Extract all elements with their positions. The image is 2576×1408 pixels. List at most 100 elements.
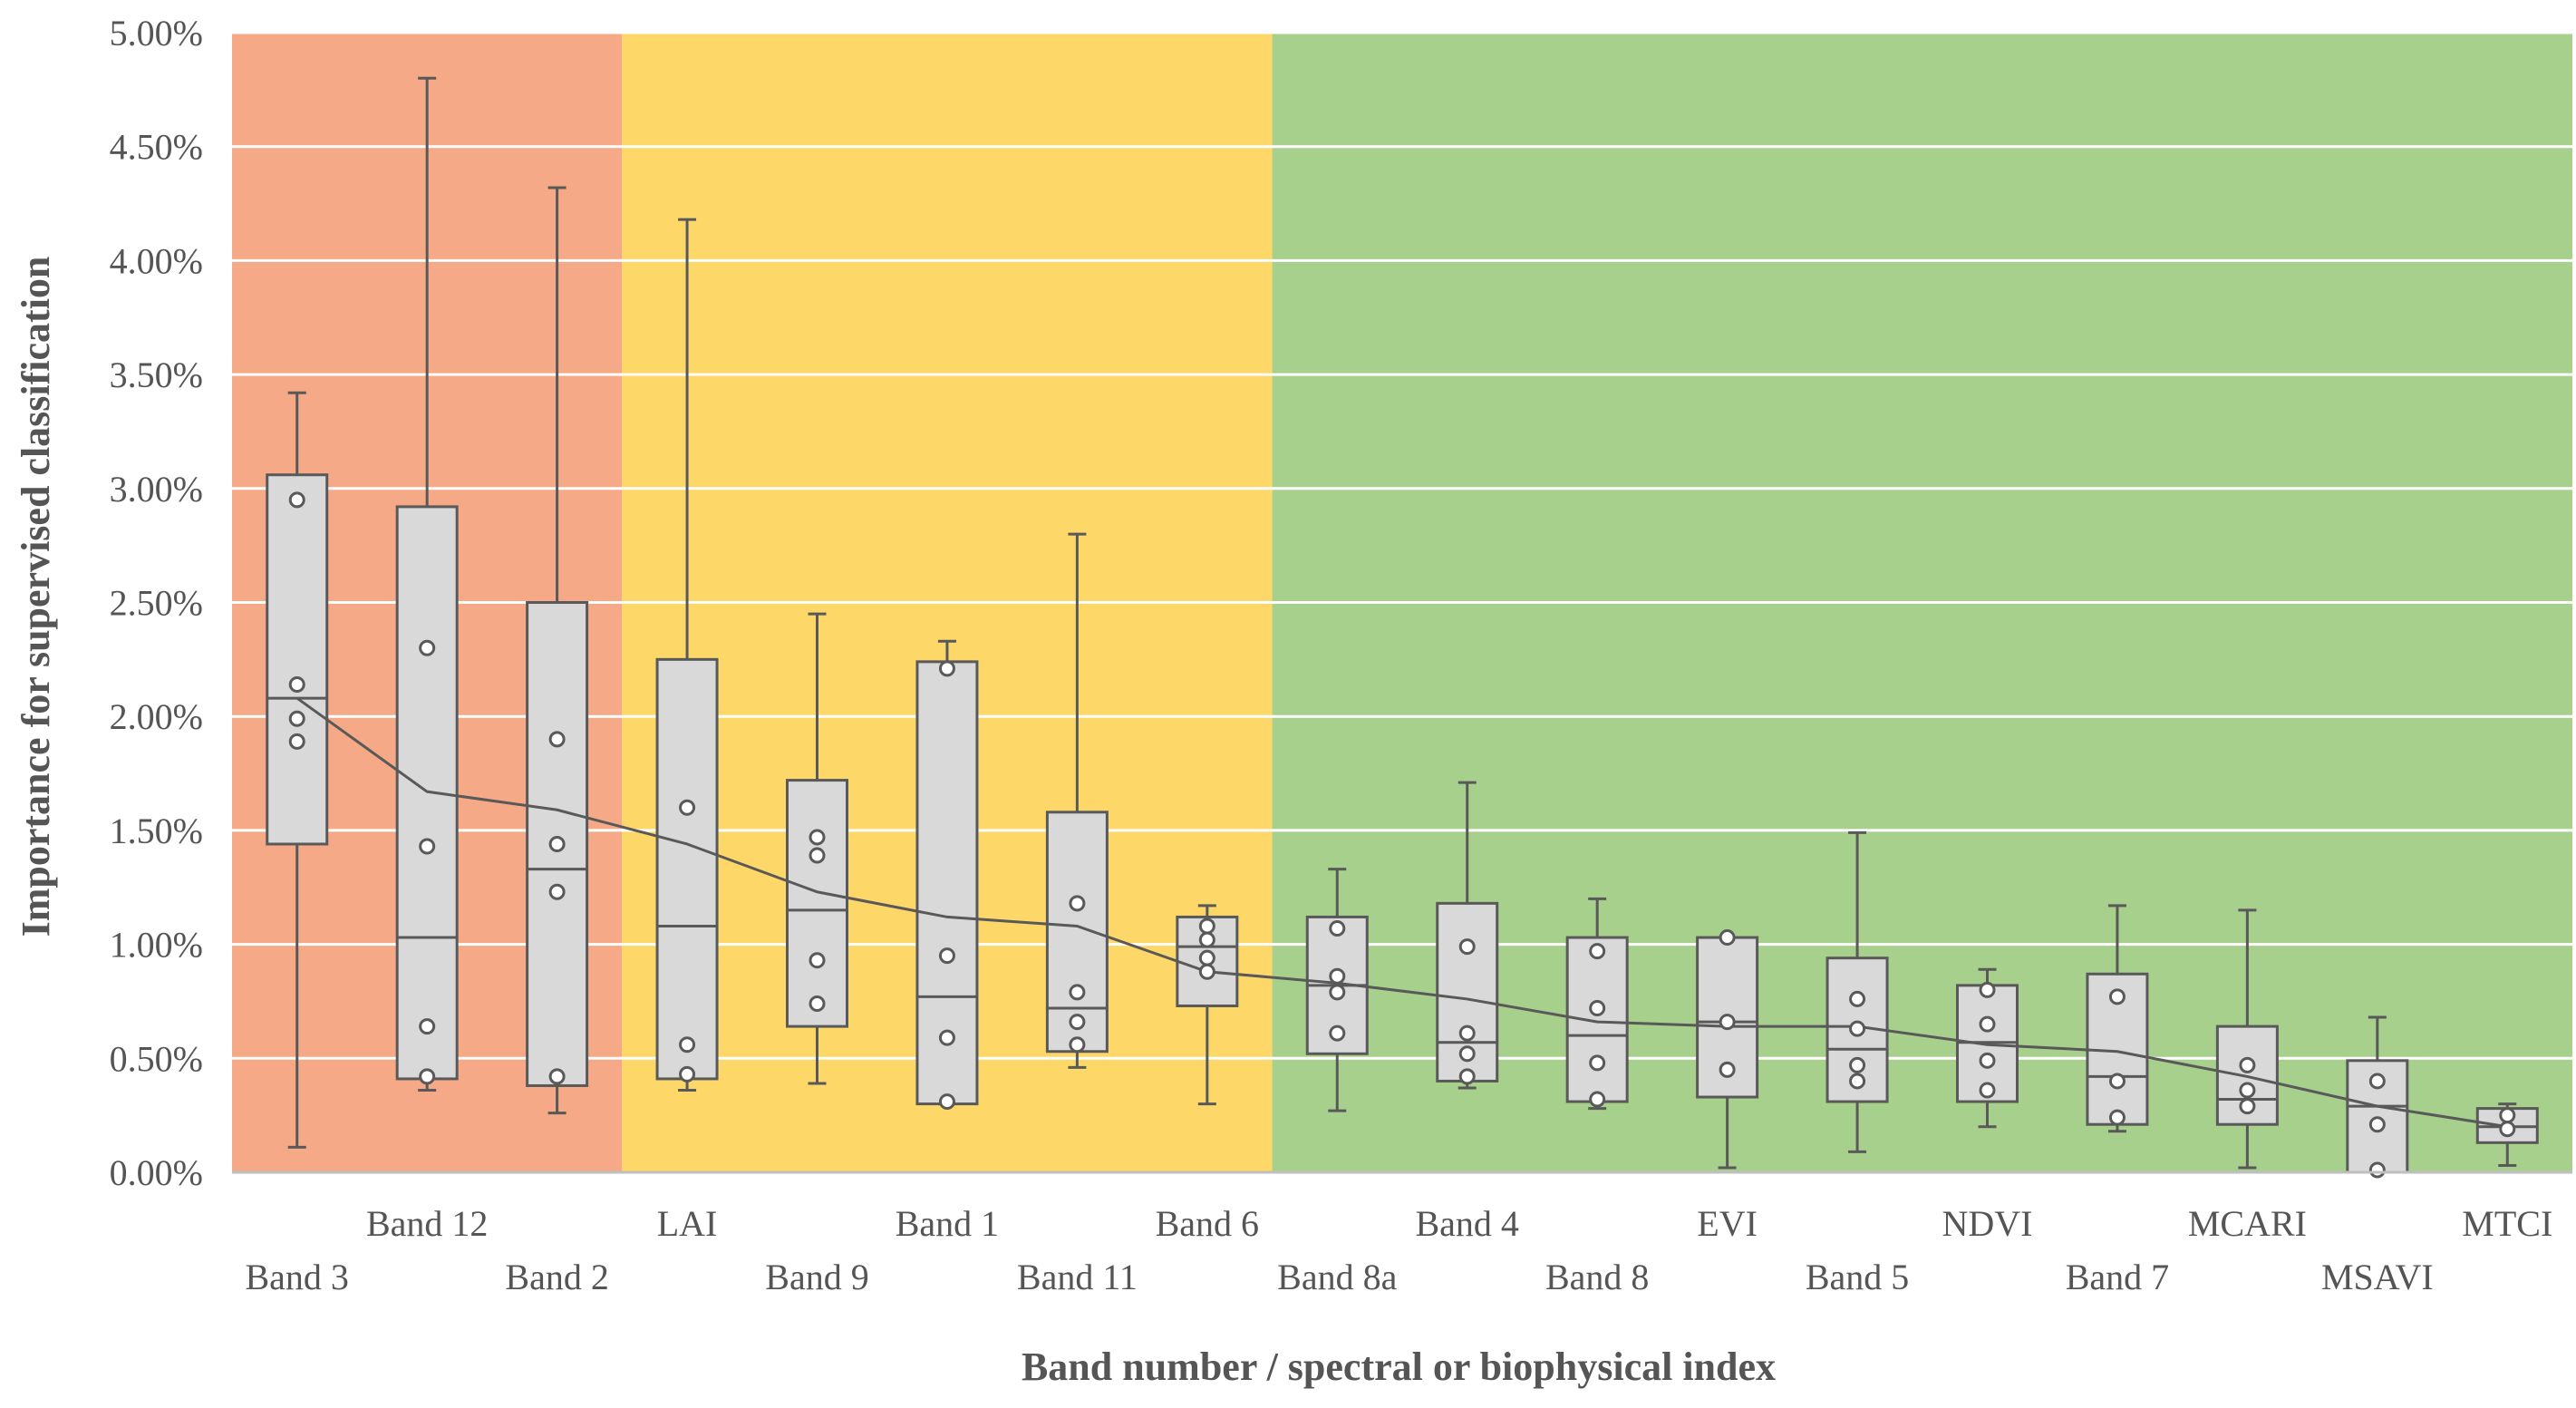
y-tick-label: 3.00% bbox=[110, 469, 203, 510]
data-point bbox=[1849, 1073, 1866, 1090]
y-axis-title: Importance for supervised classification bbox=[14, 257, 58, 937]
x-category-label: Band 6 bbox=[1156, 1203, 1259, 1244]
data-point bbox=[1719, 1014, 1736, 1031]
data-point bbox=[1069, 1036, 1086, 1054]
data-point bbox=[1589, 1091, 1606, 1108]
mean-line bbox=[295, 696, 2508, 1129]
data-point bbox=[548, 835, 566, 852]
data-point bbox=[1589, 943, 1606, 960]
data-point bbox=[1458, 938, 1476, 956]
gridlines bbox=[232, 31, 2572, 1060]
data-point bbox=[288, 676, 305, 694]
x-category-label: NDVI bbox=[1942, 1203, 2033, 1244]
x-category-label: Band 1 bbox=[896, 1203, 999, 1244]
data-point bbox=[1069, 984, 1086, 1001]
data-point bbox=[419, 1068, 436, 1085]
data-point bbox=[1589, 999, 1606, 1016]
data-point bbox=[288, 733, 305, 750]
data-point bbox=[288, 710, 305, 727]
data-point bbox=[2239, 1056, 2256, 1073]
data-point bbox=[2368, 1073, 2386, 1090]
x-category-label: EVI bbox=[1697, 1203, 1758, 1244]
data-point bbox=[1458, 1024, 1476, 1042]
data-point bbox=[938, 1029, 955, 1046]
data-point bbox=[1329, 920, 1346, 937]
data-point bbox=[419, 838, 436, 855]
data-point bbox=[809, 952, 826, 969]
y-tick-label: 0.00% bbox=[110, 1152, 203, 1193]
data-point bbox=[2108, 988, 2126, 1005]
y-tick-label: 3.50% bbox=[110, 354, 203, 395]
data-point bbox=[938, 660, 955, 677]
data-point bbox=[1589, 1054, 1606, 1072]
data-point bbox=[938, 947, 955, 965]
y-tick-label: 2.50% bbox=[110, 583, 203, 624]
data-point bbox=[2239, 1082, 2256, 1099]
data-point bbox=[1069, 895, 1086, 912]
data-point bbox=[1198, 931, 1215, 948]
x-category-label: MSAVI bbox=[2321, 1257, 2434, 1297]
y-tick-labels: 0.00% 0.50% 1.00% 1.50% 2.00% 2.50% 3.00% 3.50%… bbox=[110, 13, 203, 1193]
x-category-label: Band 12 bbox=[366, 1203, 488, 1244]
data-point bbox=[1198, 918, 1215, 935]
y-tick-label: 4.00% bbox=[110, 240, 203, 281]
x-category-label: Band 8 bbox=[1545, 1257, 1649, 1297]
data-point bbox=[809, 847, 826, 864]
data-point bbox=[1329, 984, 1346, 1001]
data-point bbox=[679, 1036, 696, 1054]
data-point bbox=[2368, 1116, 2386, 1133]
data-point bbox=[1979, 981, 1996, 998]
data-point bbox=[1979, 1052, 1996, 1069]
data-points bbox=[288, 491, 2516, 1179]
box bbox=[395, 505, 459, 1081]
x-category-label: MCARI bbox=[2188, 1203, 2307, 1244]
data-point bbox=[1849, 1020, 1866, 1037]
data-point bbox=[1329, 967, 1346, 985]
data-point bbox=[2108, 1109, 2126, 1126]
box bbox=[786, 779, 848, 1028]
x-category-label: Band 7 bbox=[2066, 1257, 2169, 1297]
box bbox=[1565, 936, 1629, 1103]
data-point bbox=[2499, 1107, 2516, 1124]
data-point bbox=[2108, 1073, 2126, 1090]
data-point bbox=[1458, 1068, 1476, 1085]
y-tick-label: 4.50% bbox=[110, 127, 203, 168]
x-axis-title: Band number / spectral or biophysical in… bbox=[1022, 1345, 1776, 1389]
x-category-label: Band 3 bbox=[246, 1257, 349, 1297]
data-point bbox=[548, 883, 566, 900]
data-point bbox=[1849, 1056, 1866, 1073]
x-category-label: Band 5 bbox=[1806, 1257, 1909, 1297]
x-category-labels: Band 3 Band 12 Band 2 LAI Band 9 Band 1 Band 1… bbox=[246, 1203, 2553, 1297]
data-point bbox=[548, 1068, 566, 1085]
box bbox=[266, 473, 329, 846]
data-point bbox=[679, 1065, 696, 1083]
x-category-label: Band 8a bbox=[1277, 1257, 1397, 1297]
data-point bbox=[2239, 1098, 2256, 1115]
data-point bbox=[1329, 1024, 1346, 1042]
data-point bbox=[2499, 1121, 2516, 1138]
data-point bbox=[679, 799, 696, 816]
data-point bbox=[419, 1018, 436, 1035]
data-point bbox=[288, 491, 305, 509]
y-tick-label: 5.00% bbox=[110, 13, 203, 53]
data-point bbox=[1719, 1061, 1736, 1078]
data-point bbox=[1979, 1082, 1996, 1099]
y-tick-label: 2.00% bbox=[110, 696, 203, 737]
x-category-label: LAI bbox=[657, 1203, 718, 1244]
data-point bbox=[1849, 990, 1866, 1007]
x-category-label: Band 11 bbox=[1017, 1257, 1138, 1297]
data-point bbox=[1458, 1045, 1476, 1063]
y-tick-label: 1.00% bbox=[110, 925, 203, 966]
data-point bbox=[809, 995, 826, 1012]
data-point bbox=[1069, 1014, 1086, 1031]
x-category-label: Band 2 bbox=[505, 1257, 608, 1297]
data-point bbox=[1979, 1015, 1996, 1033]
data-point bbox=[1719, 929, 1736, 947]
data-point bbox=[2368, 1161, 2386, 1179]
x-category-label: MTCI bbox=[2462, 1203, 2552, 1244]
data-point bbox=[809, 829, 826, 846]
data-point bbox=[1198, 963, 1215, 980]
data-point bbox=[1198, 949, 1215, 966]
y-tick-label: 0.50% bbox=[110, 1038, 203, 1079]
